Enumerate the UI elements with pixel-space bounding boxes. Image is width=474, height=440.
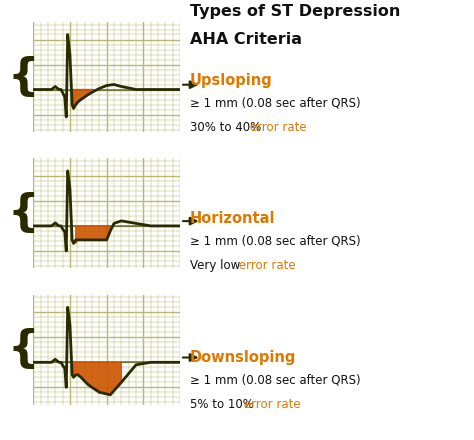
Text: Very low: Very low (190, 259, 240, 272)
Polygon shape (73, 362, 121, 395)
Text: ≥ 1 mm (0.08 sec after QRS): ≥ 1 mm (0.08 sec after QRS) (190, 373, 360, 386)
Text: 5% to 10%: 5% to 10% (190, 398, 254, 411)
Text: AHA Criteria: AHA Criteria (190, 32, 301, 47)
Text: Horizontal: Horizontal (190, 211, 275, 226)
Text: 30% to 40%: 30% to 40% (190, 121, 261, 134)
Text: error rate: error rate (240, 398, 301, 411)
Text: error rate: error rate (235, 259, 296, 272)
Text: Types of ST Depression: Types of ST Depression (190, 4, 400, 19)
Text: {: { (7, 192, 39, 235)
Text: {: { (7, 328, 39, 371)
Text: {: { (7, 55, 39, 99)
Text: ≥ 1 mm (0.08 sec after QRS): ≥ 1 mm (0.08 sec after QRS) (190, 96, 360, 109)
Text: Downsloping: Downsloping (190, 350, 296, 365)
Polygon shape (73, 89, 93, 109)
Text: error rate: error rate (246, 121, 307, 134)
Polygon shape (76, 226, 110, 243)
Text: Upsloping: Upsloping (190, 73, 273, 88)
Text: ≥ 1 mm (0.08 sec after QRS): ≥ 1 mm (0.08 sec after QRS) (190, 235, 360, 248)
